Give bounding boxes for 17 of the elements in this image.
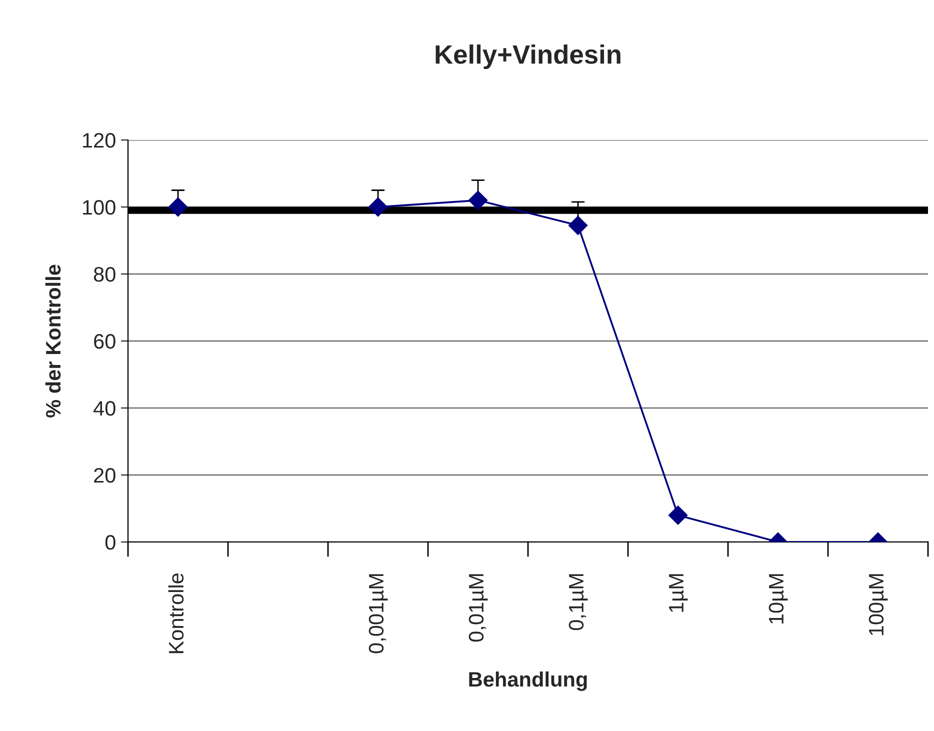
x-tick-label: 10µM — [768, 574, 788, 624]
y-tick-label: 80 — [94, 267, 116, 282]
y-tick-label: 100 — [83, 200, 116, 215]
x-tick-label: 0,01µM — [468, 574, 488, 642]
y-tick-label: 60 — [94, 334, 116, 349]
y-tick-label: 120 — [83, 133, 116, 148]
x-tick-label: 1µM — [669, 574, 688, 612]
x-tick-label: 0,001µM — [368, 574, 388, 654]
y-tick-label: 20 — [94, 468, 116, 483]
x-tick-label: Kontrolle — [168, 573, 184, 654]
x-tick-label: 100µM — [868, 574, 888, 636]
x-tick-label: 0,1µM — [568, 574, 588, 630]
chart-title: Kelly+Vindesin — [436, 44, 620, 70]
x-axis-title: Behandlung — [469, 671, 587, 691]
y-axis-title: % der Kontrolle — [45, 264, 61, 418]
y-tick-label: 40 — [94, 401, 116, 416]
y-tick-label: 0 — [105, 535, 116, 550]
